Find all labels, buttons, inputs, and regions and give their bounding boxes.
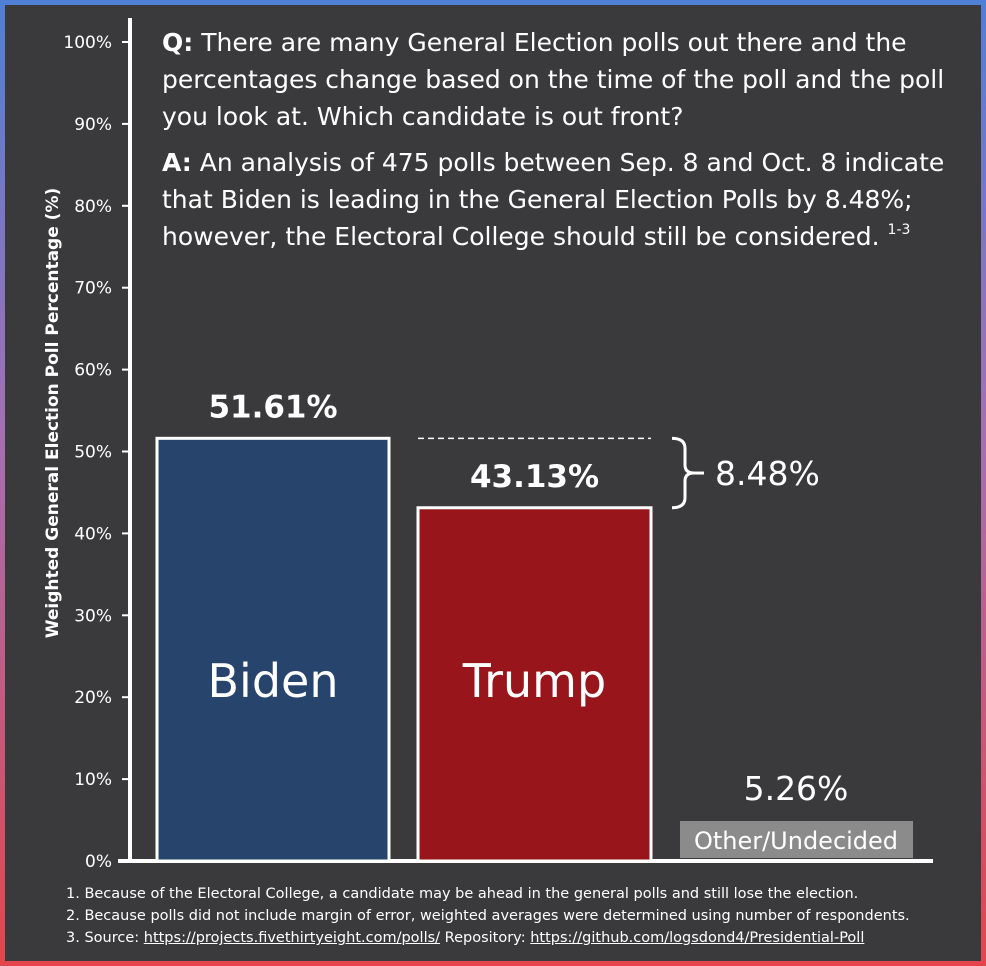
footnote-1: 1. Because of the Electoral College, a c… bbox=[66, 886, 859, 902]
answer-text: A: An analysis of 475 polls between Sep.… bbox=[162, 144, 962, 255]
footnote-3-mid: Repository: bbox=[440, 930, 531, 946]
footnote-2: 2. Because polls did not include margin … bbox=[66, 908, 910, 924]
y-tick-label: 50% bbox=[74, 443, 112, 463]
y-tick-label: 80% bbox=[74, 197, 112, 217]
y-axis-title: Weighted General Election Poll Percentag… bbox=[43, 188, 63, 639]
qa-block: Q: There are many General Election polls… bbox=[162, 24, 962, 264]
difference-brace bbox=[671, 436, 695, 510]
bar-category-label: Biden bbox=[208, 654, 339, 708]
bar-value-label: 51.61% bbox=[208, 389, 337, 425]
y-tick-label: 60% bbox=[74, 361, 112, 381]
y-tick-label: 70% bbox=[74, 279, 112, 299]
question-prefix: Q: bbox=[162, 28, 194, 57]
y-tick-label: 20% bbox=[74, 688, 112, 708]
y-tick-label: 10% bbox=[74, 770, 112, 790]
github-repo-link[interactable]: https://github.com/logsdond4/Presidentia… bbox=[530, 930, 865, 946]
question-text: Q: There are many General Election polls… bbox=[162, 24, 962, 135]
bar-value-label: 5.26% bbox=[744, 769, 849, 808]
bar-value-label: 43.13% bbox=[470, 459, 599, 495]
footnote-3-prefix: 3. Source: bbox=[66, 930, 144, 946]
y-tick-label: 100% bbox=[63, 33, 112, 53]
answer-body: An analysis of 475 polls between Sep. 8 … bbox=[162, 148, 945, 251]
other-undecided-label-box bbox=[680, 821, 913, 858]
footnote-3: 3. Source: https://projects.fivethirtyei… bbox=[66, 927, 976, 949]
difference-label: 8.48% bbox=[715, 454, 820, 493]
footnotes: 1. Because of the Electoral College, a c… bbox=[66, 883, 976, 949]
y-tick-label: 40% bbox=[74, 524, 112, 544]
bar-category-label: Other/Undecided bbox=[694, 827, 898, 855]
fivethirtyeight-link[interactable]: https://projects.fivethirtyeight.com/pol… bbox=[143, 930, 441, 946]
bar-biden bbox=[155, 436, 391, 863]
bar-category-label: Trump bbox=[462, 654, 606, 708]
y-tick-label: 0% bbox=[85, 852, 112, 872]
answer-prefix: A: bbox=[162, 148, 192, 177]
question-body: There are many General Election polls ou… bbox=[162, 28, 945, 131]
answer-superscript: 1-3 bbox=[887, 222, 911, 238]
y-tick-label: 90% bbox=[74, 115, 112, 135]
y-tick-label: 30% bbox=[74, 606, 112, 626]
bar-trump bbox=[416, 506, 653, 863]
